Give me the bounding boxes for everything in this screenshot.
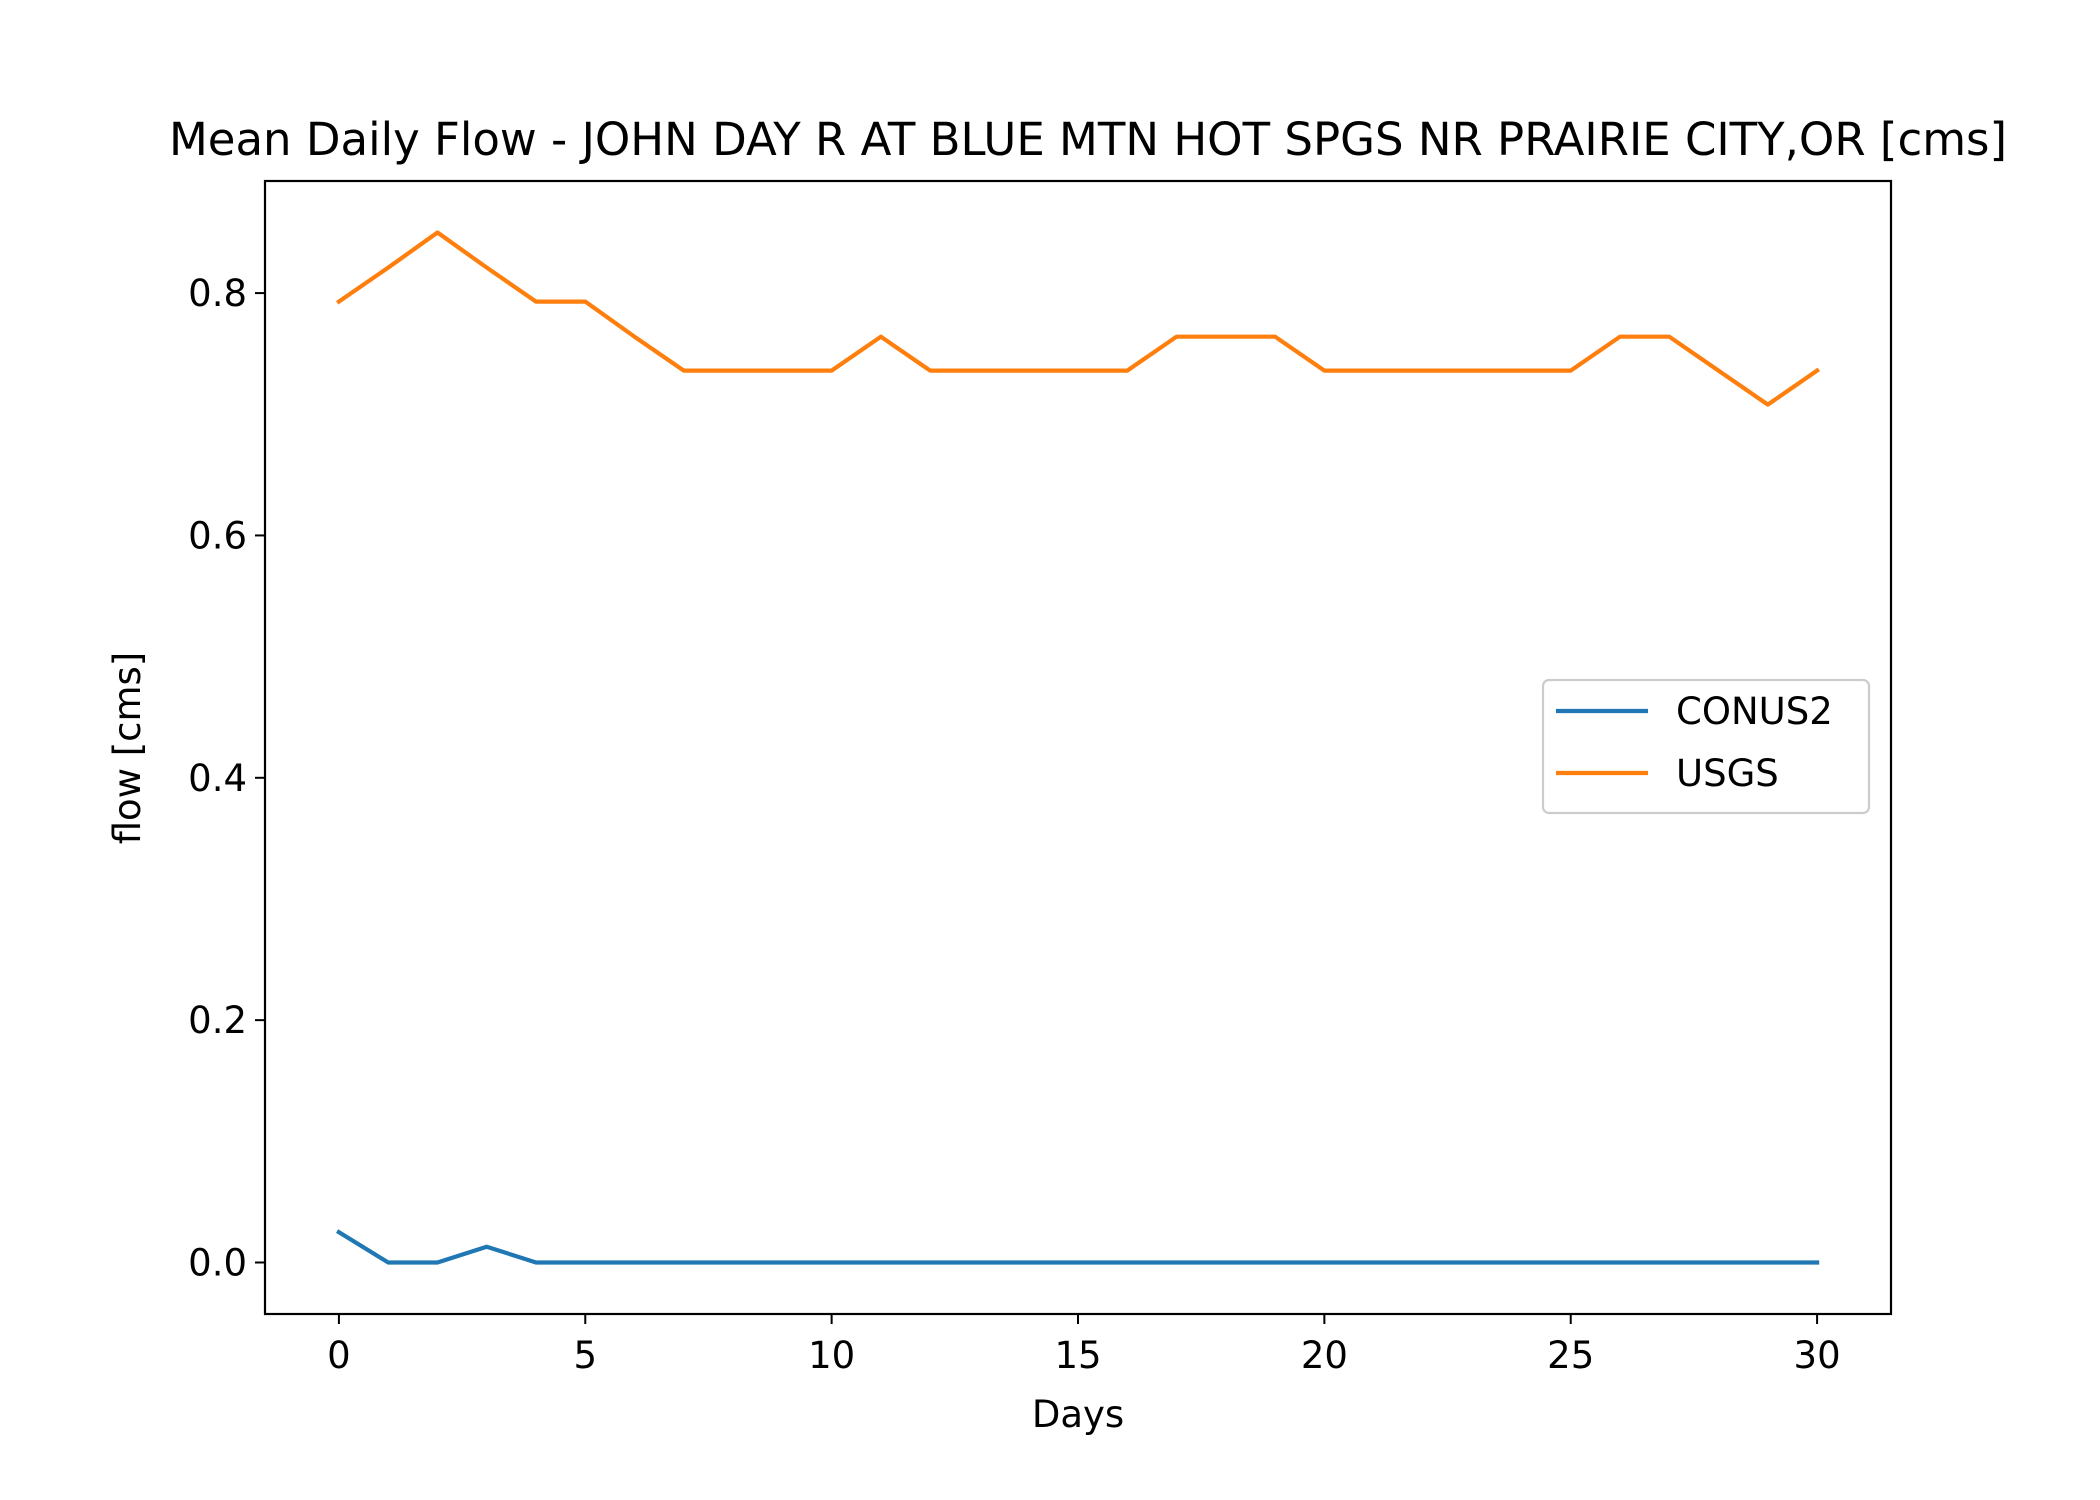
y-tick-label: 0.6	[188, 514, 247, 557]
chart-title: Mean Daily Flow - JOHN DAY R AT BLUE MTN…	[169, 113, 2007, 166]
legend-label-usgs: USGS	[1676, 752, 1779, 795]
y-tick-label: 0.2	[188, 999, 247, 1042]
y-axis-label: flow [cms]	[106, 652, 149, 845]
series-line-conus2	[336, 1229, 1820, 1265]
legend-box	[1541, 678, 1871, 815]
x-tick-label: 0	[327, 1334, 351, 1377]
legend-entries: CONUS2 USGS	[1556, 690, 1833, 795]
x-tick-label: 15	[1054, 1334, 1101, 1377]
x-tick-label: 5	[573, 1334, 597, 1377]
x-axis-ticks: 0 5 10 15 20 25 30	[327, 1314, 1841, 1377]
y-tick-label: 0.0	[188, 1242, 247, 1285]
series-line-usgs	[335, 230, 1821, 407]
x-tick-label: 25	[1547, 1334, 1594, 1377]
x-axis-label: Days	[1032, 1393, 1124, 1436]
legend: CONUS2 USGS	[1541, 678, 1871, 815]
y-axis-ticks: 0.0 0.2 0.4 0.6 0.8	[188, 272, 265, 1285]
y-tick-label: 0.8	[188, 272, 247, 315]
y-tick-label: 0.4	[188, 757, 247, 800]
x-tick-label: 10	[808, 1334, 855, 1377]
x-tick-label: 30	[1794, 1334, 1841, 1377]
legend-label-conus2: CONUS2	[1676, 690, 1833, 733]
series-layer	[335, 230, 1821, 1265]
x-tick-label: 20	[1301, 1334, 1348, 1377]
